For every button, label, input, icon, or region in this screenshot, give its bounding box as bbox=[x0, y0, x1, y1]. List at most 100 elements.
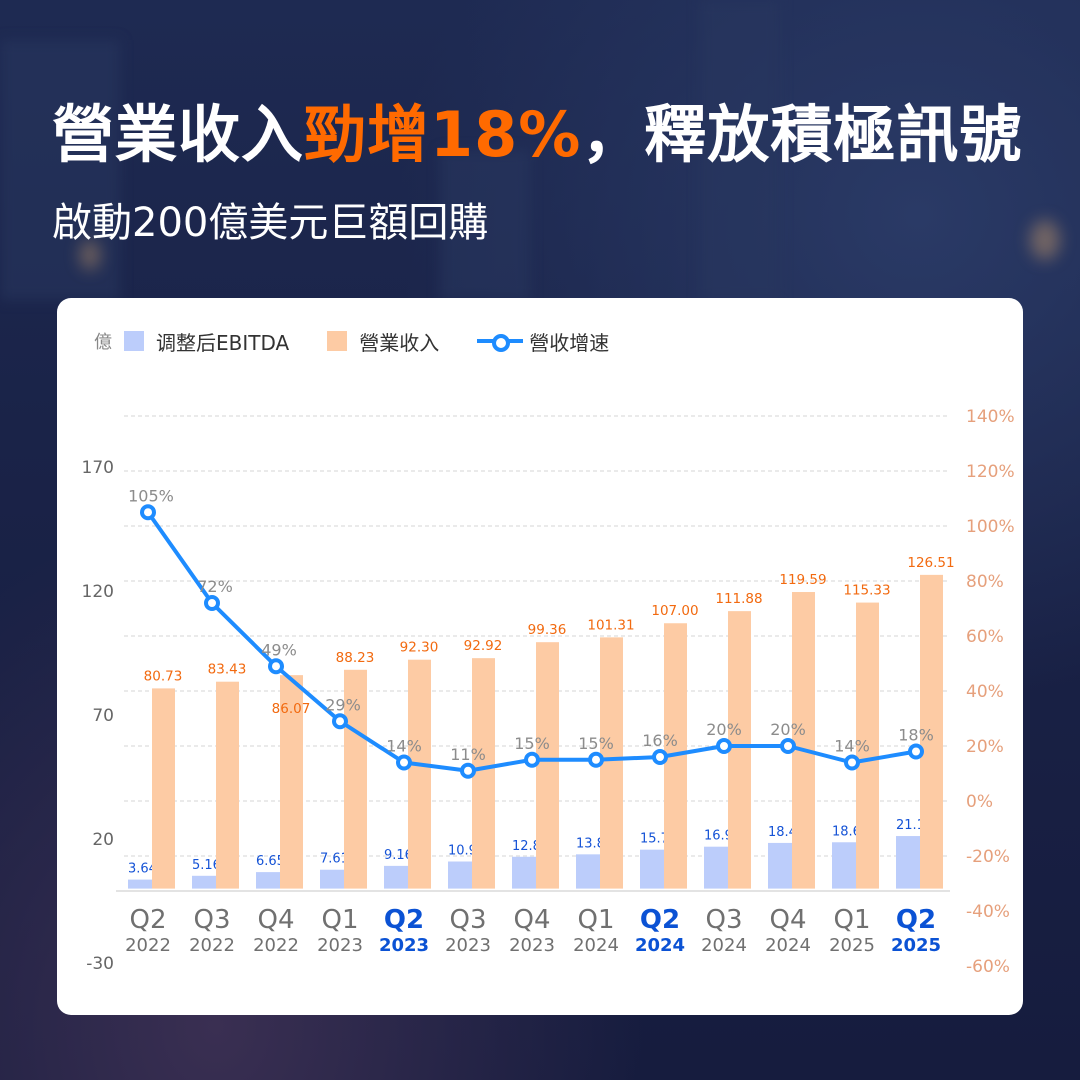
x-tick-year: 2022 bbox=[253, 935, 299, 956]
ebitda-bar[interactable] bbox=[448, 861, 472, 889]
ebitda-bar[interactable] bbox=[832, 842, 856, 889]
growth-point-marker[interactable] bbox=[780, 738, 796, 754]
growth-point-marker[interactable] bbox=[716, 738, 732, 754]
right-axis-tick: 20% bbox=[966, 737, 1004, 757]
growth-value-label: 20% bbox=[706, 720, 742, 739]
growth-value-label: 49% bbox=[261, 640, 297, 659]
ebitda-bar[interactable] bbox=[896, 836, 920, 889]
ebitda-bar[interactable] bbox=[256, 872, 280, 889]
ebitda-bar[interactable] bbox=[320, 869, 344, 889]
page-subtitle: 啟動200億美元巨額回購 bbox=[52, 200, 489, 246]
right-axis-tick: 140% bbox=[966, 407, 1015, 427]
x-tick-quarter: Q1 bbox=[577, 905, 614, 935]
revenue-value-label: 80.73 bbox=[144, 668, 183, 684]
growth-point-marker[interactable] bbox=[460, 762, 476, 779]
growth-value-label: 14% bbox=[834, 737, 870, 756]
ebitda-bar[interactable] bbox=[640, 849, 664, 889]
x-tick-quarter: Q2 bbox=[384, 905, 424, 935]
right-axis-tick: -20% bbox=[966, 847, 1010, 867]
ebitda-swatch-icon bbox=[124, 331, 144, 351]
x-tick-quarter: Q1 bbox=[833, 905, 870, 935]
growth-point-marker[interactable] bbox=[844, 754, 860, 771]
growth-value-label: 105% bbox=[128, 486, 174, 505]
left-axis-tick: 20 bbox=[92, 830, 114, 850]
ebitda-bar[interactable] bbox=[512, 856, 536, 889]
ebitda-value-label: 16.9 bbox=[704, 829, 733, 844]
x-tick-quarter: Q1 bbox=[321, 905, 358, 935]
growth-value-label: 11% bbox=[450, 745, 486, 764]
x-tick-year: 2025 bbox=[891, 935, 941, 956]
x-axis-labels: Q22022Q32022Q42022Q12023Q22023Q32023Q420… bbox=[125, 905, 941, 956]
x-tick-quarter: Q2 bbox=[896, 905, 936, 935]
legend-item-growth[interactable]: 營收增速 bbox=[477, 327, 609, 356]
unit-label: 億 bbox=[94, 332, 112, 353]
growth-point-marker[interactable] bbox=[524, 751, 540, 768]
ebitda-bar[interactable] bbox=[576, 854, 600, 889]
growth-value-label: 29% bbox=[325, 695, 361, 714]
revenue-bar[interactable] bbox=[280, 675, 303, 889]
ebitda-bar[interactable] bbox=[384, 865, 408, 889]
bar-series: 3.64 80.73 5.16 83.43 6.65 86.07 7.61 88.23 9.16… bbox=[128, 555, 955, 889]
growth-point-marker[interactable] bbox=[396, 754, 412, 771]
growth-point-marker[interactable] bbox=[268, 658, 284, 675]
right-axis-tick: 0% bbox=[966, 792, 993, 812]
x-tick-quarter: Q2 bbox=[640, 905, 680, 935]
revenue-bar[interactable] bbox=[216, 681, 239, 889]
revenue-value-label: 126.51 bbox=[907, 555, 954, 571]
revenue-bar[interactable] bbox=[792, 592, 815, 889]
growth-value-label: 14% bbox=[386, 737, 422, 756]
legend-item-ebitda[interactable]: 调整后EBITDA bbox=[124, 327, 289, 356]
x-tick-year: 2024 bbox=[701, 935, 747, 956]
growth-point-marker[interactable] bbox=[332, 713, 348, 730]
revenue-bar[interactable] bbox=[344, 669, 367, 889]
ebitda-value-label: 15.7 bbox=[640, 832, 669, 847]
revenue-value-label: 119.59 bbox=[779, 572, 826, 588]
revenue-bar[interactable] bbox=[152, 688, 175, 889]
growth-point-marker[interactable] bbox=[908, 743, 924, 760]
revenue-bar[interactable] bbox=[600, 637, 623, 889]
revenue-bar[interactable] bbox=[920, 574, 943, 889]
revenue-value-label: 92.92 bbox=[464, 638, 503, 654]
ebitda-bar[interactable] bbox=[704, 846, 728, 889]
ebitda-bar[interactable] bbox=[192, 875, 216, 889]
x-tick-quarter: Q2 bbox=[129, 905, 166, 935]
revenue-value-label: 92.30 bbox=[400, 640, 439, 656]
revenue-value-label: 86.07 bbox=[272, 701, 311, 717]
right-axis-tick: -40% bbox=[966, 902, 1010, 922]
x-tick-year: 2023 bbox=[509, 935, 555, 956]
growth-value-label: 72% bbox=[197, 577, 233, 596]
revenue-value-label: 83.43 bbox=[208, 662, 247, 678]
growth-point-marker[interactable] bbox=[204, 595, 220, 611]
background-building bbox=[0, 40, 120, 300]
revenue-bar[interactable] bbox=[408, 659, 431, 889]
growth-value-label: 16% bbox=[642, 731, 678, 750]
left-axis-tick: 120 bbox=[82, 582, 114, 602]
growth-point-marker[interactable] bbox=[140, 504, 156, 521]
ebitda-bar[interactable] bbox=[768, 842, 792, 889]
x-tick-year: 2024 bbox=[765, 935, 811, 956]
revenue-value-label: 99.36 bbox=[528, 622, 567, 638]
revenue-bar[interactable] bbox=[856, 602, 879, 889]
growth-point-marker[interactable] bbox=[652, 749, 668, 765]
x-tick-year: 2022 bbox=[125, 935, 171, 956]
x-tick-quarter: Q4 bbox=[513, 905, 550, 935]
revenue-value-label: 107.00 bbox=[651, 603, 698, 619]
revenue-value-label: 111.88 bbox=[715, 591, 762, 607]
background-building bbox=[440, 150, 530, 300]
revenue-bar[interactable] bbox=[728, 611, 751, 889]
growth-point-marker[interactable] bbox=[588, 751, 604, 768]
revenue-value-label: 88.23 bbox=[336, 650, 375, 666]
ebitda-bar[interactable] bbox=[128, 879, 152, 889]
x-tick-year: 2022 bbox=[189, 935, 235, 956]
line-marker-icon bbox=[477, 331, 524, 352]
revenue-value-label: 101.31 bbox=[587, 617, 634, 633]
revenue-bar[interactable] bbox=[472, 658, 495, 889]
legend-item-revenue[interactable]: 營業收入 bbox=[327, 327, 439, 356]
left-axis-tick: 170 bbox=[82, 458, 114, 478]
ebitda-value-label: 3.64 bbox=[128, 862, 157, 877]
left-axis: 170 120 70 20 -30 bbox=[82, 458, 114, 974]
x-tick-year: 2024 bbox=[635, 935, 685, 956]
background-light bbox=[80, 240, 100, 270]
revenue-bar[interactable] bbox=[536, 642, 559, 889]
legend-label: 调整后EBITDA bbox=[156, 330, 290, 355]
